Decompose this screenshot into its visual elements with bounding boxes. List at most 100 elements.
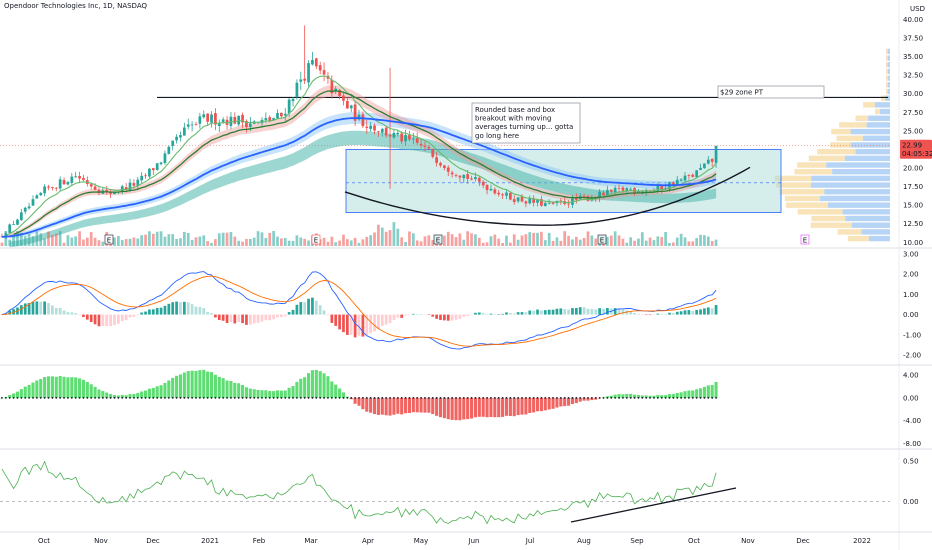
candle-body (536, 199, 539, 203)
candle-body (233, 117, 237, 124)
volume-bar (532, 232, 536, 246)
volume-bar (699, 234, 702, 246)
earnings-marker (433, 234, 443, 245)
volume-bar (617, 235, 621, 246)
macd-histogram-bar (144, 311, 147, 315)
volume-bar (97, 240, 101, 246)
osc-zero-dot (132, 396, 135, 399)
volume-bar (175, 238, 178, 246)
third-axis-tick: 0.00 (903, 498, 919, 506)
osc-bar (567, 397, 571, 406)
osc-bar (85, 381, 89, 398)
osc-zero-dot (490, 396, 492, 399)
volume-bar (101, 241, 105, 246)
volume-bar (365, 236, 369, 246)
macd-histogram-bar (136, 314, 140, 316)
macd-histogram-bar (202, 308, 206, 315)
ema-slow-line (1, 117, 717, 238)
osc-axis-tick: 4.00 (903, 372, 919, 380)
candle-body (474, 177, 477, 180)
macd-histogram-bar (167, 303, 171, 315)
candle-body (396, 132, 400, 135)
volume-profile-bar (851, 222, 890, 228)
osc-zero-dot (28, 396, 31, 399)
target-label-box (717, 85, 825, 99)
candle-body (349, 105, 353, 109)
volume-bar (493, 234, 497, 246)
volume-profile-bar (888, 68, 890, 75)
macd-histogram-bar (248, 314, 252, 325)
osc-zero-dot (645, 396, 648, 399)
candle-body (74, 176, 78, 178)
volume-bar (520, 235, 524, 246)
volume-bar (202, 235, 206, 246)
macd-histogram-bar (396, 314, 400, 318)
osc-bar (74, 377, 78, 398)
osc-zero-dot (109, 396, 112, 399)
volume-bar (210, 242, 213, 246)
candle-body (8, 224, 12, 233)
candle-body (458, 175, 462, 178)
osc-zero-dot (129, 396, 131, 399)
volume-bar (82, 239, 85, 246)
candle-body (62, 180, 66, 185)
macd-histogram-bar (369, 314, 373, 334)
osc-bar (454, 397, 458, 421)
volume-bar (361, 239, 365, 246)
volume-bar (477, 237, 481, 246)
macd-histogram-bar (699, 309, 702, 315)
macd-histogram-bar (477, 312, 481, 315)
volume-bar (423, 236, 427, 246)
macd-histogram-bar (695, 310, 699, 315)
candle-body (509, 192, 512, 200)
candle-body (551, 202, 555, 204)
osc-zero-dot (536, 396, 539, 399)
volume-bar (454, 237, 458, 246)
volume-bar (229, 232, 233, 246)
candle-body (140, 175, 144, 181)
candle-body (144, 175, 147, 177)
osc-zero-dot (396, 396, 399, 399)
osc-zero-dot (47, 396, 50, 399)
macd-histogram-bar (431, 314, 435, 317)
candle-body (501, 194, 504, 196)
osc-bar (407, 397, 412, 413)
osc-bar (489, 397, 493, 417)
macd-histogram-bar (245, 314, 248, 325)
volume-bar (652, 240, 656, 246)
macd-histogram-bar (318, 305, 322, 315)
osc-bar (81, 379, 85, 398)
volume-bar (683, 237, 687, 246)
osc-bar (621, 394, 625, 398)
osc-bar (132, 394, 136, 398)
volume-profile-bar (831, 128, 851, 135)
osc-zero-dot (590, 396, 593, 399)
macd-histogram-bar (345, 314, 349, 335)
volume-bar (217, 233, 221, 246)
osc-zero-dot (676, 396, 679, 399)
osc-zero-dot (311, 396, 314, 399)
macd-histogram-bar (287, 312, 291, 315)
macd-histogram-bar (365, 314, 369, 336)
candle-body (70, 176, 74, 183)
time-axis-label: Feb (253, 537, 266, 545)
osc-bar (330, 381, 334, 398)
candle-body (439, 162, 442, 166)
volume-profile-bar (887, 48, 890, 55)
volume-bar (528, 232, 532, 246)
macd-histogram-bar (590, 309, 594, 315)
osc-bar (353, 397, 357, 404)
macd-histogram-bar (543, 310, 547, 315)
volume-bar (714, 239, 718, 246)
chart-title: Opendoor Technologies Inc, 1D, NASDAQ (4, 2, 148, 10)
macd-histogram-bar (272, 314, 275, 320)
osc-bar (357, 397, 361, 406)
macd-histogram-bar (322, 310, 326, 315)
volume-bar (640, 232, 644, 246)
volume-bar (396, 228, 400, 246)
osc-zero-dot (32, 396, 34, 399)
osc-bar (66, 377, 70, 398)
volume-bar (384, 231, 388, 246)
volume-bar (307, 240, 310, 246)
